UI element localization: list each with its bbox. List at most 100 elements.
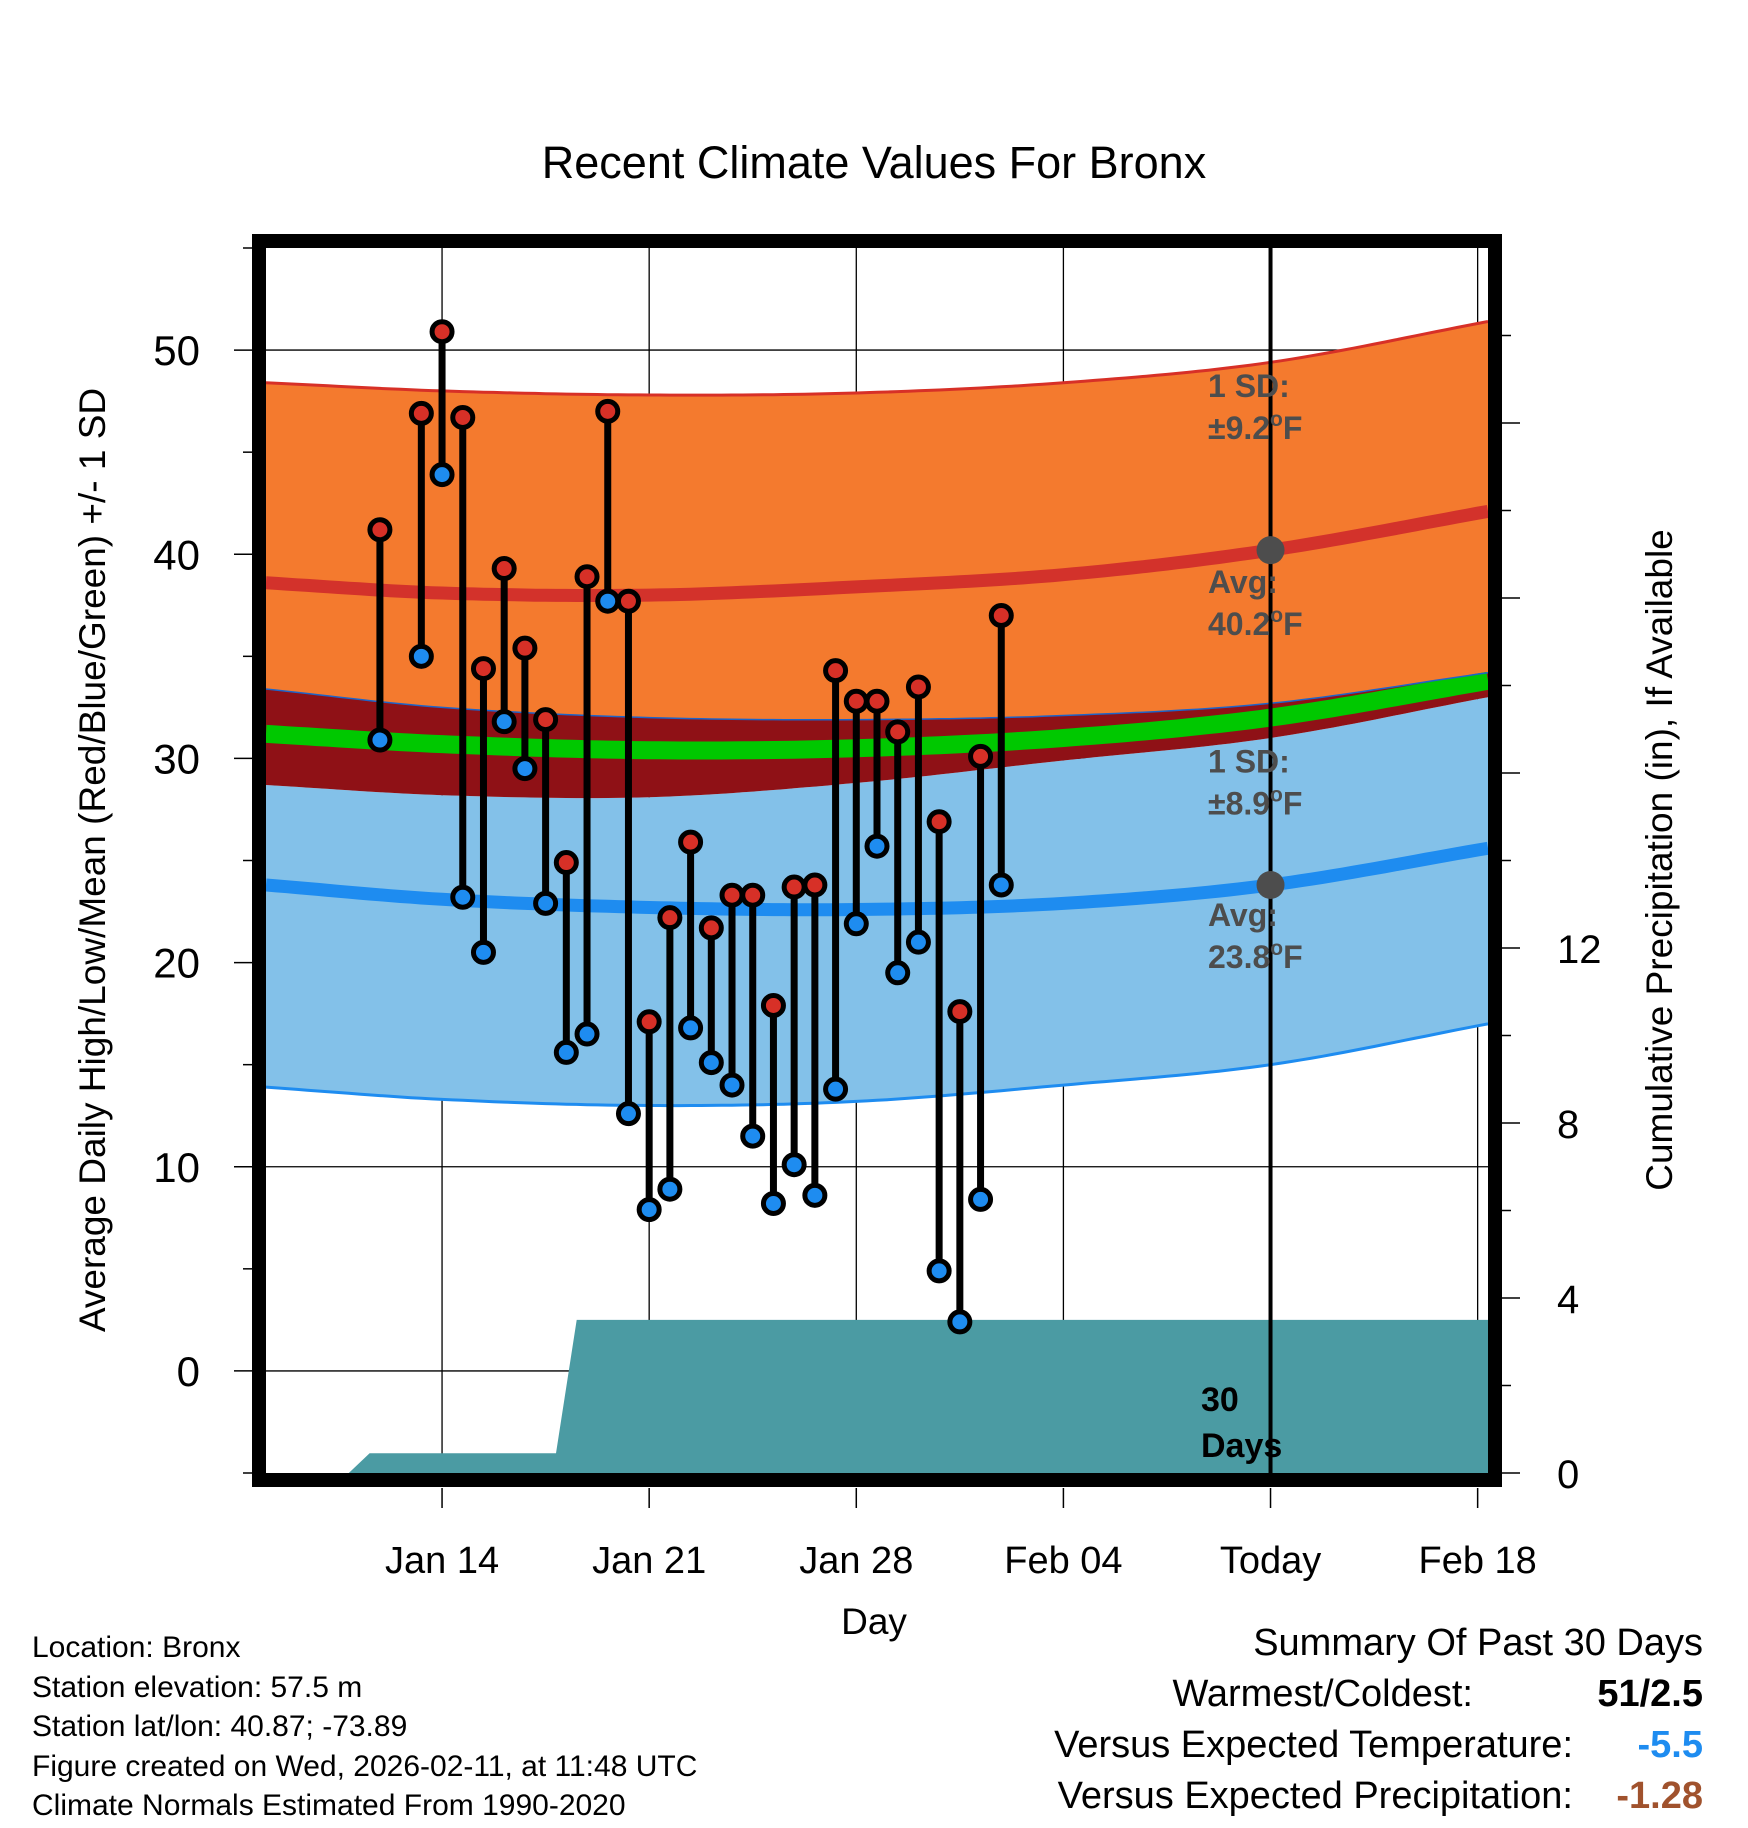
y-tick-label: 0	[177, 1348, 200, 1395]
high-marker	[408, 400, 434, 426]
low-sd-annotation-line2: ±8.9oF	[1208, 784, 1302, 822]
high-marker	[615, 588, 641, 614]
low-marker	[905, 929, 931, 955]
low-avg-annotation-value: 23.8	[1208, 939, 1270, 975]
high-avg-annotation-degree: o	[1270, 604, 1283, 627]
low-marker	[823, 1076, 849, 1102]
low-marker	[698, 1050, 724, 1076]
elevation-text: Station elevation: 57.5 m	[32, 1670, 363, 1704]
x-tick-label: Feb 18	[1418, 1540, 1536, 1582]
x-tick-label: Feb 04	[1004, 1540, 1122, 1582]
x-tick-label: Jan 28	[799, 1540, 913, 1582]
temp-label: Versus Expected Temperature:	[1054, 1724, 1573, 1766]
low-marker	[553, 1039, 579, 1065]
y-tick-label: 10	[153, 1144, 200, 1191]
high-marker	[885, 719, 911, 745]
low-marker	[512, 756, 538, 782]
low-marker	[947, 1309, 973, 1335]
high-marker	[698, 915, 724, 941]
low-marker	[740, 1123, 766, 1149]
warmest-row: Warmest/Coldest: 51/2.5	[1054, 1673, 1703, 1724]
low-avg-annotation-unit: F	[1283, 939, 1303, 975]
high-marker	[947, 999, 973, 1025]
low-marker	[574, 1021, 600, 1047]
low-marker	[926, 1258, 952, 1284]
precip-label: Versus Expected Precipitation:	[1057, 1775, 1573, 1817]
high-marker	[470, 656, 496, 682]
y2-tick-label: 8	[1557, 1103, 1579, 1147]
y-axis-label: Average Daily High/Low/Mean (Red/Blue/Gr…	[72, 388, 113, 1332]
low-marker	[885, 960, 911, 986]
high-marker	[512, 635, 538, 661]
location-text: Location: Bronx	[32, 1631, 241, 1664]
low-avg-annotation-line2: 23.8oF	[1208, 937, 1303, 975]
high-marker	[429, 319, 455, 345]
low-marker	[470, 939, 496, 965]
low-marker	[636, 1197, 662, 1223]
days-label-number: 30	[1201, 1381, 1239, 1419]
high-marker	[802, 872, 828, 898]
x-axis-label: Day	[841, 1601, 907, 1642]
high-sd-annotation-line2: ±9.2oF	[1208, 408, 1302, 446]
low-marker	[533, 890, 559, 916]
station-info: Location: Bronx Station elevation: 57.5 …	[32, 1628, 697, 1826]
today-avg-high-dot	[1256, 536, 1285, 565]
low-sd-band	[266, 697, 1488, 1106]
high-marker	[719, 882, 745, 908]
low-marker	[367, 727, 393, 753]
high-avg-annotation-unit: F	[1283, 606, 1303, 642]
low-sd-annotation-value: ±8.9	[1208, 786, 1270, 822]
high-upper-edge	[266, 320, 1488, 397]
low-lower-edge	[266, 1022, 1488, 1108]
low-sd-annotation-degree: o	[1270, 784, 1283, 807]
high-marker	[864, 688, 890, 714]
low-marker	[678, 1015, 704, 1041]
high-marker	[760, 992, 786, 1018]
high-marker	[926, 809, 952, 835]
created-text: Figure created on Wed, 2026-02-11, at 11…	[32, 1749, 698, 1783]
latlon-text: Station lat/lon: 40.87; -73.89	[32, 1710, 408, 1743]
high-sd-annotation-value: ±9.2	[1208, 410, 1270, 446]
high-marker	[988, 603, 1014, 628]
low-marker	[988, 872, 1014, 898]
summary-title-row: Summary Of Past 30 Days	[1054, 1622, 1703, 1673]
high-avg-annotation-line2: 40.2oF	[1208, 604, 1303, 642]
low-marker	[450, 884, 476, 910]
precip-row: Versus Expected Precipitation: -1.28	[1054, 1775, 1703, 1826]
low-marker	[657, 1176, 683, 1202]
high-avg-annotation-line1: Avg:	[1208, 564, 1278, 600]
summary-panel: Summary Of Past 30 Days Warmest/Coldest:…	[1054, 1622, 1703, 1826]
high-avg-annotation-value: 40.2	[1208, 606, 1270, 642]
low-sd-annotation-unit: F	[1283, 786, 1303, 822]
high-marker	[905, 674, 931, 700]
low-marker	[968, 1186, 994, 1212]
low-marker	[491, 709, 517, 735]
high-marker	[595, 398, 621, 424]
high-marker	[367, 517, 393, 543]
low-avg-annotation-degree: o	[1270, 937, 1283, 960]
y2-tick-label: 4	[1557, 1278, 1579, 1322]
low-marker	[719, 1072, 745, 1098]
y2-tick-label: 0	[1557, 1453, 1579, 1497]
y-tick-label: 40	[153, 531, 200, 578]
high-marker	[657, 905, 683, 931]
high-marker	[843, 688, 869, 714]
warmest-label: Warmest/Coldest:	[1172, 1673, 1473, 1715]
low-marker	[408, 643, 434, 669]
normals-text: Climate Normals Estimated From 1990-2020	[32, 1789, 626, 1822]
x-tick-label: Jan 21	[592, 1540, 706, 1582]
high-sd-annotation-unit: F	[1283, 410, 1303, 446]
low-marker	[760, 1191, 786, 1216]
high-marker	[553, 850, 579, 876]
temp-value: -5.5	[1637, 1724, 1703, 1766]
high-marker	[968, 743, 994, 769]
high-marker	[574, 564, 600, 590]
low-marker	[864, 833, 890, 859]
days-label-text: Days	[1201, 1427, 1282, 1465]
high-marker	[491, 556, 517, 582]
low-marker	[615, 1101, 641, 1127]
high-sd-annotation-line1: 1 SD:	[1208, 368, 1290, 404]
chart-title: Recent Climate Values For Bronx	[542, 137, 1207, 188]
high-marker	[781, 874, 807, 900]
